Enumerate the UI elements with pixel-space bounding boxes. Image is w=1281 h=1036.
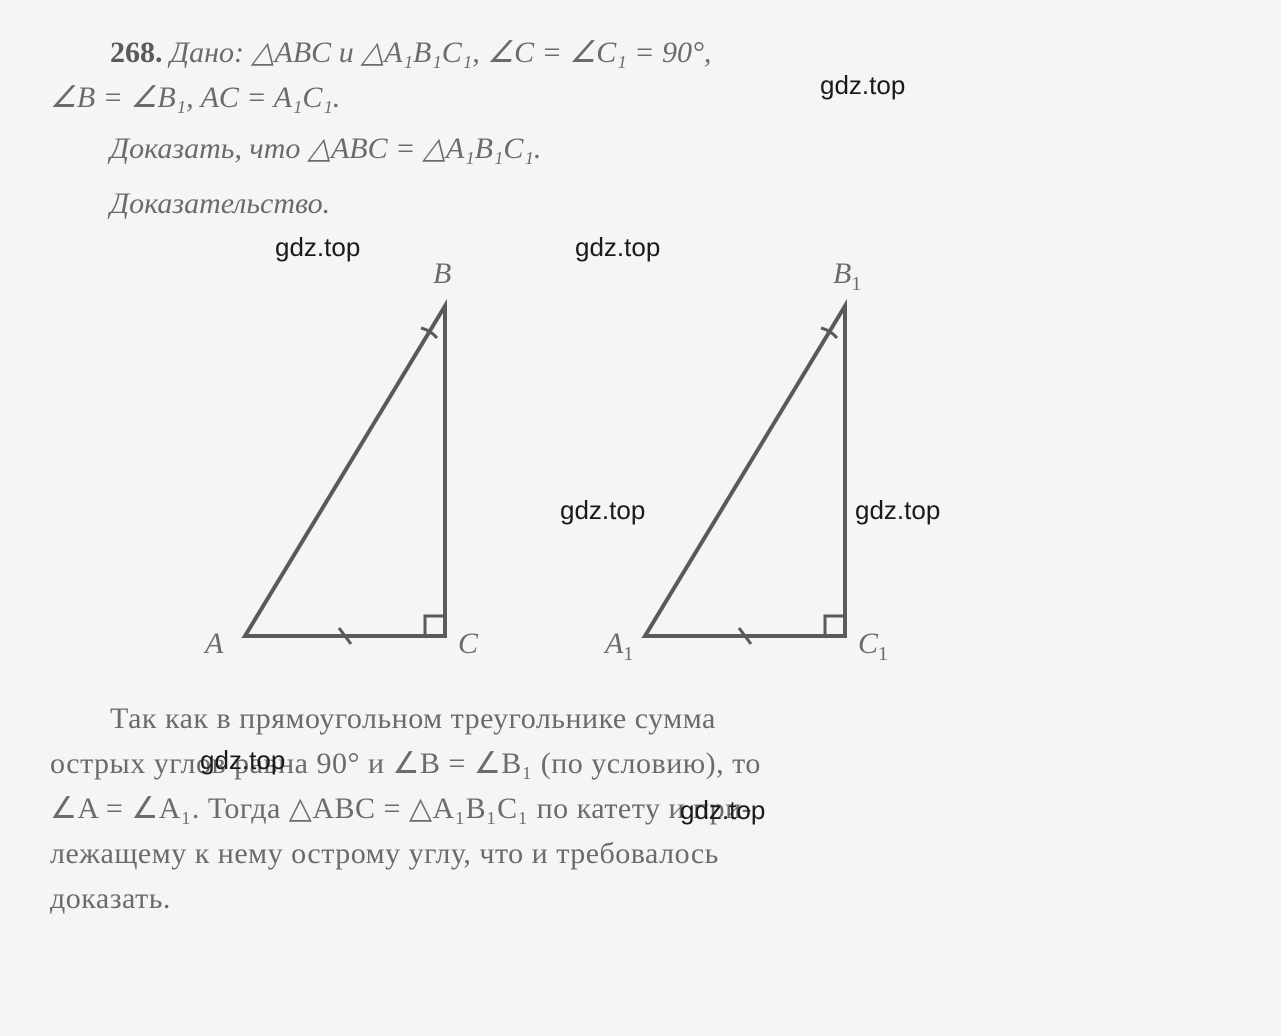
prove-line: Доказать, что △ABC = △A₁B₁C₁. xyxy=(50,126,1231,171)
watermark-2: gdz.top xyxy=(275,232,360,263)
page-content: 268. Дано: △ABC и △A₁B₁C₁, ∠C = ∠C₁ = 90… xyxy=(50,30,1231,921)
label-C1: C1 xyxy=(858,621,888,669)
watermark-7: gdz.top xyxy=(680,795,765,826)
label-A1-sub: 1 xyxy=(623,643,633,665)
watermark-3: gdz.top xyxy=(575,232,660,263)
proof-line-1: Так как в прямоугольном треугольнике сум… xyxy=(50,696,1231,741)
label-A1-main: A xyxy=(605,627,623,660)
triangle-right-svg xyxy=(605,266,905,666)
triangle-right xyxy=(645,306,845,636)
watermark-6: gdz.top xyxy=(200,745,285,776)
label-B1-sub: 1 xyxy=(851,273,861,295)
right-angle-box-right xyxy=(825,616,845,636)
proof-line-5: доказать. xyxy=(50,876,1231,921)
given-line-1: 268. Дано: △ABC и △A₁B₁C₁, ∠C = ∠C₁ = 90… xyxy=(50,30,1231,75)
watermark-1: gdz.top xyxy=(820,70,905,101)
label-C1-main: C xyxy=(858,627,878,660)
given-text-1: Дано: △ABC и △A₁B₁C₁, ∠C = ∠C₁ = 90°, xyxy=(163,36,712,69)
label-B: B xyxy=(433,251,451,296)
proof-line-3: ∠A = ∠A₁. Тогда △ABC = △A₁B₁C₁ по катету… xyxy=(50,786,1231,831)
proof-heading: Доказательство. xyxy=(50,181,1231,226)
triangle-left xyxy=(245,306,445,636)
diagram-area: A B C A1 B1 C1 xyxy=(50,236,1231,676)
problem-number: 268. xyxy=(110,36,163,69)
label-A: A xyxy=(205,621,223,666)
label-A1: A1 xyxy=(605,621,633,669)
triangle-left-svg xyxy=(205,266,505,666)
label-B1-main: B xyxy=(833,257,851,290)
label-C: C xyxy=(458,621,478,666)
label-C1-sub: 1 xyxy=(878,643,888,665)
given-line-2: ∠B = ∠B₁, AC = A₁C₁. xyxy=(50,75,1231,120)
right-angle-box-left xyxy=(425,616,445,636)
proof-line-4: лежащему к нему острому углу, что и треб… xyxy=(50,831,1231,876)
label-B1: B1 xyxy=(833,251,861,299)
watermark-5: gdz.top xyxy=(855,495,940,526)
watermark-4: gdz.top xyxy=(560,495,645,526)
proof-text: Так как в прямоугольном треугольнике сум… xyxy=(50,696,1231,921)
